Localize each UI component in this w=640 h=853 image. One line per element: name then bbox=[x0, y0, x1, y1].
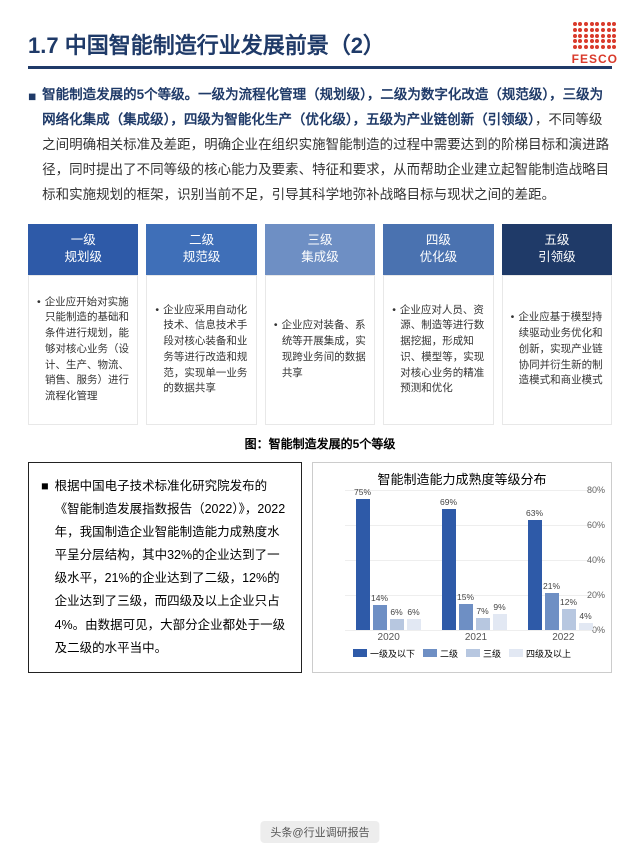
bullet-icon: ■ bbox=[41, 475, 49, 660]
intro-paragraph: ■ 智能制造发展的5个等级。一级为流程化管理（规划级），二级为数字化改造（规范级… bbox=[28, 83, 612, 208]
level-body: 企业应采用自动化技术、信息技术手段对核心装备和业务等进行改造和规范，实现单一业务… bbox=[146, 275, 256, 425]
chart-bar: 6% bbox=[407, 619, 421, 630]
chart-bar: 6% bbox=[390, 619, 404, 630]
brand-logo: FESCO bbox=[572, 22, 618, 66]
maturity-chart: 智能制造能力成熟度等级分布 0%20%40%60%80%75%14%6%6%69… bbox=[312, 462, 612, 673]
level-column: 一级规划级企业应开始对实施只能制造的基础和条件进行规划，能够对核心业务（设计、生… bbox=[28, 224, 138, 425]
chart-title: 智能制造能力成熟度等级分布 bbox=[317, 469, 607, 488]
legend-item: 三级 bbox=[466, 647, 501, 660]
intro-highlight: 智能制造发展的5个等级。一级为流程化管理（规划级），二级为数字化改造（规范级），… bbox=[42, 87, 603, 127]
chart-bar: 14% bbox=[373, 605, 387, 630]
figure-caption: 图：智能制造发展的5个等级 bbox=[28, 435, 612, 452]
year-group: 63%21%12%4% bbox=[528, 490, 593, 630]
chart-bar: 69% bbox=[442, 509, 456, 630]
x-axis-label: 2021 bbox=[465, 632, 487, 643]
level-body: 企业应对装备、系统等开展集成，实现跨业务间的数据共享 bbox=[265, 275, 375, 425]
chart-bar: 7% bbox=[476, 618, 490, 630]
x-axis-label: 2020 bbox=[378, 632, 400, 643]
chart-bar: 15% bbox=[459, 604, 473, 630]
level-header: 三级集成级 bbox=[265, 224, 375, 275]
level-header: 二级规范级 bbox=[146, 224, 256, 275]
year-group: 75%14%6%6% bbox=[356, 490, 421, 630]
level-header: 五级引领级 bbox=[502, 224, 612, 275]
x-axis-label: 2022 bbox=[552, 632, 574, 643]
footer-source: 头条@行业调研报告 bbox=[260, 821, 379, 843]
brand-text: FESCO bbox=[572, 52, 618, 66]
levels-table: 一级规划级企业应开始对实施只能制造的基础和条件进行规划，能够对核心业务（设计、生… bbox=[28, 224, 612, 425]
chart-bar: 63% bbox=[528, 520, 542, 630]
level-column: 四级优化级企业应对人员、资源、制造等进行数据挖掘，形成知识、模型等，实现对核心业… bbox=[383, 224, 493, 425]
level-column: 二级规范级企业应采用自动化技术、信息技术手段对核心装备和业务等进行改造和规范，实… bbox=[146, 224, 256, 425]
level-column: 三级集成级企业应对装备、系统等开展集成，实现跨业务间的数据共享 bbox=[265, 224, 375, 425]
chart-bar: 9% bbox=[493, 614, 507, 630]
chart-bar: 75% bbox=[356, 499, 370, 630]
chart-bar: 21% bbox=[545, 593, 559, 630]
legend-item: 二级 bbox=[423, 647, 458, 660]
level-header: 四级优化级 bbox=[383, 224, 493, 275]
level-body: 企业应对人员、资源、制造等进行数据挖掘，形成知识、模型等，实现对核心业务的精准预… bbox=[383, 275, 493, 425]
chart-bar: 12% bbox=[562, 609, 576, 630]
year-group: 69%15%7%9% bbox=[442, 490, 507, 630]
page-title: 1.7 中国智能制造行业发展前景（2） bbox=[28, 28, 612, 69]
level-body: 企业应开始对实施只能制造的基础和条件进行规划，能够对核心业务（设计、生产、物流、… bbox=[28, 275, 138, 425]
page-header: 1.7 中国智能制造行业发展前景（2） bbox=[28, 28, 612, 69]
bullet-icon: ■ bbox=[28, 85, 36, 208]
legend-item: 四级及以上 bbox=[509, 647, 571, 660]
level-header: 一级规划级 bbox=[28, 224, 138, 275]
legend-item: 一级及以下 bbox=[353, 647, 415, 660]
note-text: 根据中国电子技术标准化研究院发布的《智能制造发展指数报告（2022）》，2022… bbox=[55, 475, 289, 660]
note-box: ■ 根据中国电子技术标准化研究院发布的《智能制造发展指数报告（2022）》，20… bbox=[28, 462, 302, 673]
level-body: 企业应基于模型持续驱动业务优化和创新，实现产业链协同并衍生新的制造模式和商业模式 bbox=[502, 275, 612, 425]
level-column: 五级引领级企业应基于模型持续驱动业务优化和创新，实现产业链协同并衍生新的制造模式… bbox=[502, 224, 612, 425]
chart-bar: 4% bbox=[579, 623, 593, 630]
